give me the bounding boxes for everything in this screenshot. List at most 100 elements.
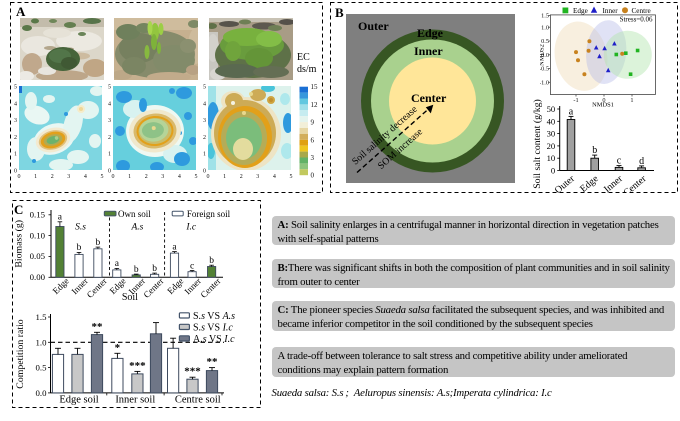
svg-text:0: 0 xyxy=(311,172,315,180)
svg-text:I.c: I.c xyxy=(185,222,197,232)
svg-text:50: 50 xyxy=(547,104,556,114)
svg-text:***: *** xyxy=(129,360,146,372)
svg-text:5: 5 xyxy=(14,85,17,91)
svg-text:3: 3 xyxy=(256,174,259,180)
svg-text:3: 3 xyxy=(108,118,111,124)
svg-text:2: 2 xyxy=(144,174,147,180)
svg-text:0.10: 0.10 xyxy=(30,230,46,240)
svg-text:a: a xyxy=(569,107,574,118)
svg-text:a: a xyxy=(58,213,63,223)
svg-text:c: c xyxy=(190,261,194,271)
svg-text:Centre: Centre xyxy=(632,7,651,15)
svg-text:NMDS2: NMDS2 xyxy=(540,44,546,66)
svg-text:1.5: 1.5 xyxy=(541,13,549,20)
svg-text:12: 12 xyxy=(311,101,319,109)
svg-text:1: 1 xyxy=(128,174,131,180)
svg-text:0: 0 xyxy=(203,169,206,175)
svg-text:b: b xyxy=(592,145,597,156)
svg-text:3: 3 xyxy=(311,154,315,162)
svg-text:0: 0 xyxy=(111,174,114,180)
svg-text:S.s: S.s xyxy=(75,222,86,232)
svg-text:1: 1 xyxy=(34,174,37,180)
svg-text:4: 4 xyxy=(108,101,111,107)
svg-text:A.s VS I.c: A.s VS I.c xyxy=(193,334,235,345)
svg-text:5: 5 xyxy=(194,174,197,180)
svg-text:1.0: 1.0 xyxy=(36,337,48,347)
svg-text:6: 6 xyxy=(311,136,315,144)
svg-text:d: d xyxy=(639,156,644,167)
svg-text:a: a xyxy=(115,259,120,269)
svg-text:Biomass (g): Biomass (g) xyxy=(14,220,25,268)
svg-text:Edge: Edge xyxy=(51,276,71,296)
svg-text:2: 2 xyxy=(51,174,54,180)
svg-text:3: 3 xyxy=(161,174,164,180)
svg-text:*: * xyxy=(115,342,121,354)
svg-text:2: 2 xyxy=(203,135,206,141)
svg-text:Center: Center xyxy=(85,276,109,300)
svg-text:b: b xyxy=(152,264,157,274)
svg-text:30: 30 xyxy=(547,129,556,139)
svg-text:5: 5 xyxy=(101,174,104,180)
svg-text:0.00: 0.00 xyxy=(30,272,46,282)
svg-text:S.s VS A.s: S.s VS A.s xyxy=(193,311,235,322)
svg-text:Center: Center xyxy=(141,276,165,300)
svg-text:5: 5 xyxy=(289,174,292,180)
svg-text:4: 4 xyxy=(203,101,206,107)
svg-text:0.0: 0.0 xyxy=(36,388,48,398)
svg-text:Edge: Edge xyxy=(578,173,601,193)
svg-text:-0.5: -0.5 xyxy=(540,66,549,73)
svg-text:40: 40 xyxy=(547,116,556,126)
svg-text:4: 4 xyxy=(14,101,17,107)
svg-text:Edge: Edge xyxy=(573,7,588,15)
svg-text:b: b xyxy=(77,243,82,253)
svg-text:-1.0: -1.0 xyxy=(540,80,549,87)
svg-text:Centre soil: Centre soil xyxy=(175,395,221,406)
svg-text:2: 2 xyxy=(14,135,17,141)
svg-text:4: 4 xyxy=(177,174,180,180)
svg-text:10: 10 xyxy=(547,153,556,163)
svg-text:Soil: Soil xyxy=(122,292,138,303)
svg-text:0.05: 0.05 xyxy=(30,251,46,261)
svg-text:Outer: Outer xyxy=(553,173,578,193)
svg-text:0: 0 xyxy=(602,97,605,104)
svg-text:S.s VS I.c: S.s VS I.c xyxy=(193,322,233,333)
svg-text:4: 4 xyxy=(84,174,87,180)
svg-text:1: 1 xyxy=(203,152,206,158)
svg-text:1.0: 1.0 xyxy=(541,24,549,31)
svg-text:0.5: 0.5 xyxy=(541,38,549,45)
svg-text:0: 0 xyxy=(14,169,17,175)
svg-text:**: ** xyxy=(207,356,219,368)
svg-text:1: 1 xyxy=(14,152,17,158)
svg-text:A.s: A.s xyxy=(130,222,143,232)
svg-text:Stress=0.06: Stress=0.06 xyxy=(620,15,653,23)
svg-text:***: *** xyxy=(184,366,201,378)
svg-text:1: 1 xyxy=(108,152,111,158)
svg-text:5: 5 xyxy=(108,85,111,91)
svg-text:2: 2 xyxy=(108,135,111,141)
svg-text:1.5: 1.5 xyxy=(36,312,48,322)
svg-text:**: ** xyxy=(92,321,104,333)
svg-text:0: 0 xyxy=(551,166,555,176)
svg-text:0: 0 xyxy=(206,174,209,180)
svg-text:3: 3 xyxy=(67,174,70,180)
svg-text:4: 4 xyxy=(272,174,275,180)
svg-text:Soil salt content (g/kg): Soil salt content (g/kg) xyxy=(532,99,543,189)
svg-text:a: a xyxy=(172,242,177,252)
svg-text:Foreign soil: Foreign soil xyxy=(187,209,231,219)
svg-text:Inner: Inner xyxy=(603,7,619,15)
svg-text:b: b xyxy=(209,256,214,266)
svg-text:Edge soil: Edge soil xyxy=(59,395,98,406)
svg-text:3: 3 xyxy=(14,118,17,124)
svg-text:Inner soil: Inner soil xyxy=(115,395,155,406)
svg-text:20: 20 xyxy=(547,141,556,151)
svg-text:0.0: 0.0 xyxy=(541,52,549,59)
svg-text:0: 0 xyxy=(108,169,111,175)
svg-text:Center: Center xyxy=(198,276,222,300)
svg-text:Edge: Edge xyxy=(165,276,185,296)
svg-text:NMDS1: NMDS1 xyxy=(592,102,614,109)
svg-text:15: 15 xyxy=(311,84,319,91)
svg-text:b: b xyxy=(96,238,101,248)
svg-text:0: 0 xyxy=(18,174,21,180)
svg-text:Competition ratio: Competition ratio xyxy=(15,319,26,388)
svg-text:9: 9 xyxy=(311,119,315,127)
